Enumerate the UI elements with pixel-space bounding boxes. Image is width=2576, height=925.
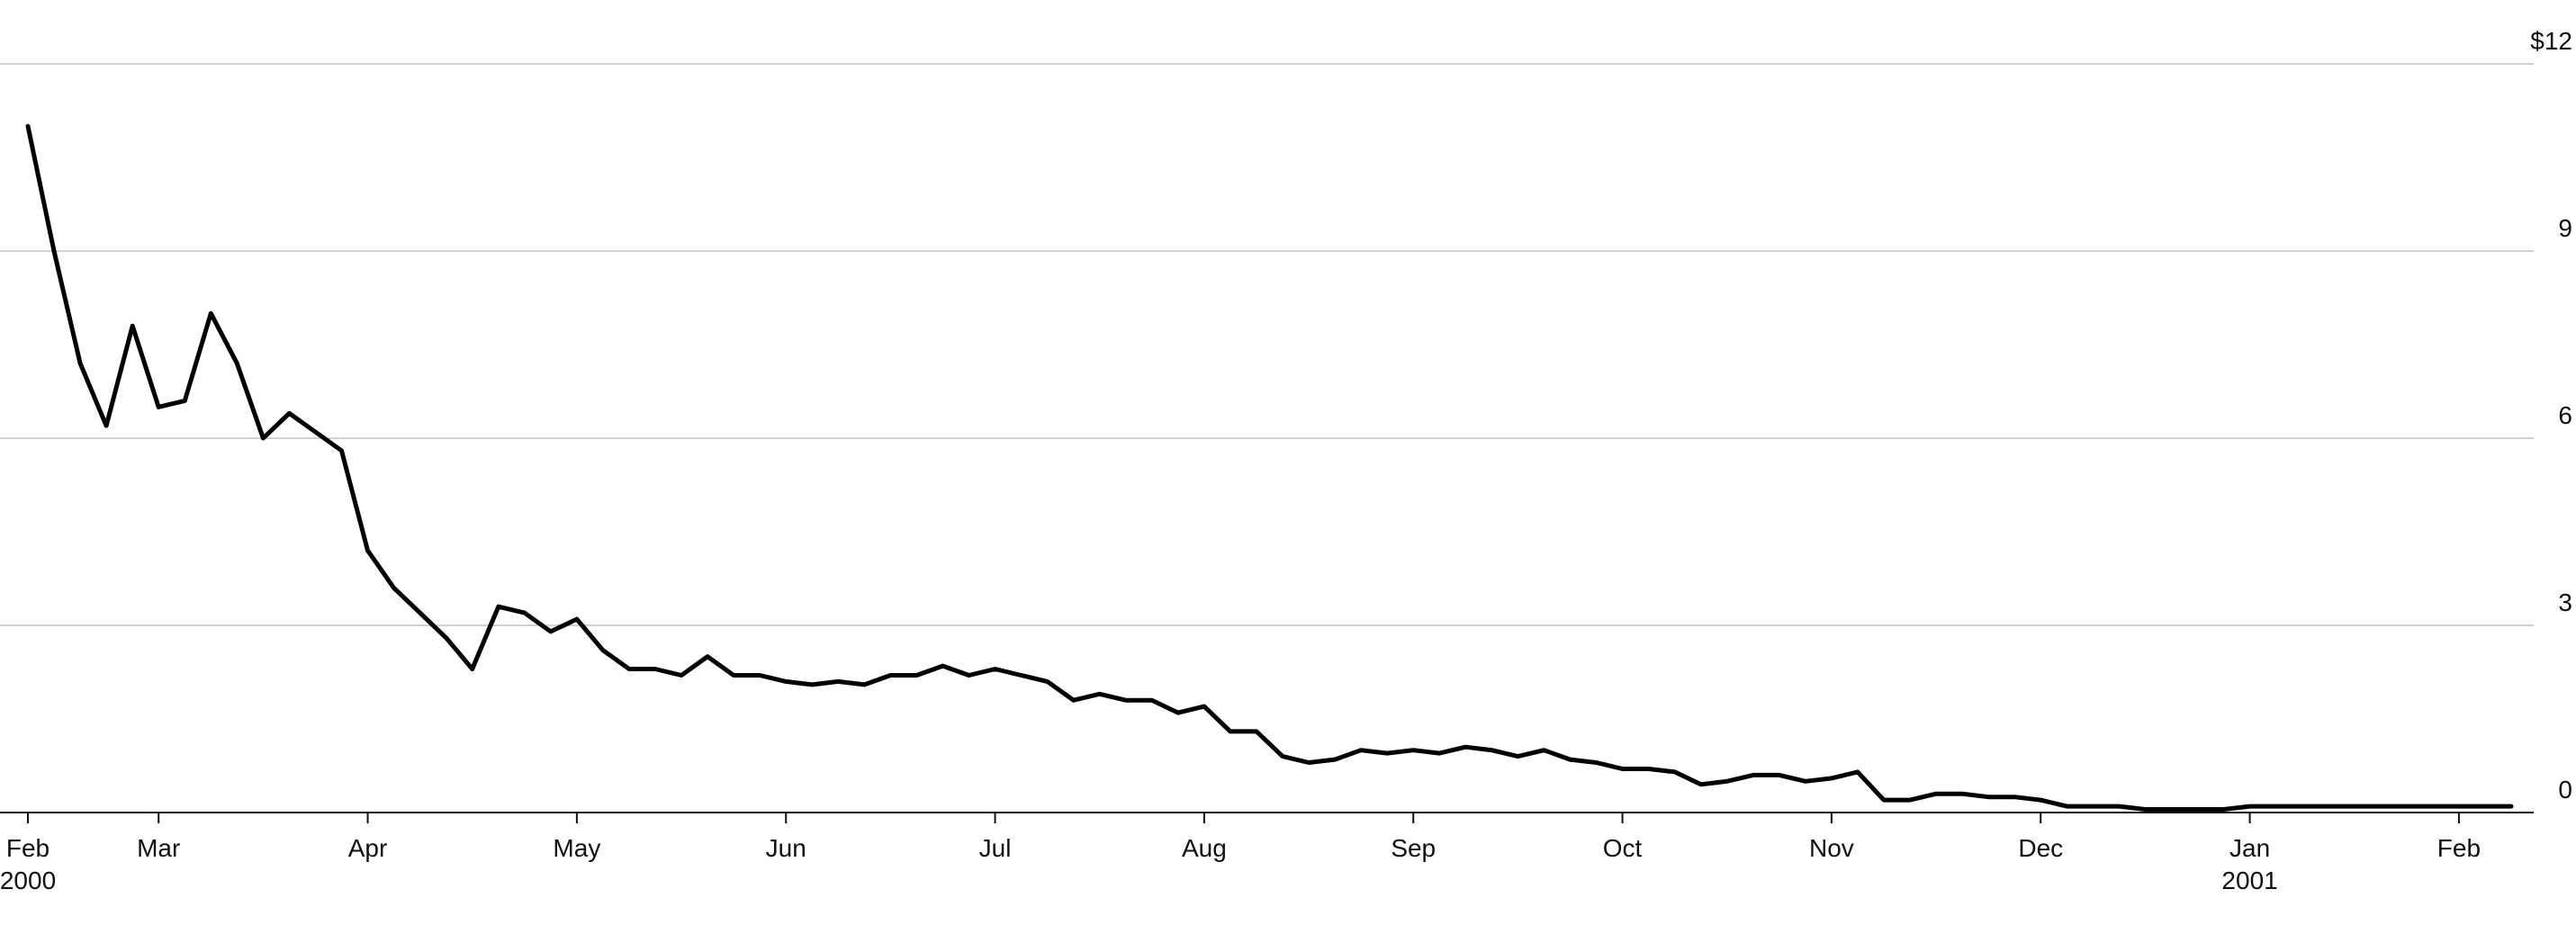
x-tick-label: Jun <box>766 834 806 862</box>
y-tick-label: 6 <box>2558 401 2572 429</box>
x-tick-label: Feb <box>2437 834 2481 862</box>
x-year-label: 2001 <box>2221 867 2277 894</box>
x-tick-label: Apr <box>348 834 388 862</box>
x-tick-label: Oct <box>1603 834 1643 862</box>
x-tick-label: Aug <box>1182 834 1227 862</box>
x-tick-label: Dec <box>2018 834 2063 862</box>
y-tick-label: $12 <box>2530 27 2572 55</box>
x-tick-label: Nov <box>1809 834 1854 862</box>
y-tick-label: 0 <box>2558 776 2572 804</box>
x-tick-label: May <box>553 834 600 862</box>
x-year-label: 2000 <box>0 867 56 894</box>
x-tick-label: Sep <box>1391 834 1436 862</box>
x-tick-label: Feb <box>6 834 50 862</box>
x-tick-label: Mar <box>137 834 180 862</box>
price-line <box>25 123 2514 812</box>
y-tick-label: 9 <box>2558 214 2572 242</box>
x-tick-label: Jul <box>979 834 1012 862</box>
x-tick-label: Jan <box>2229 834 2270 862</box>
y-tick-label: 3 <box>2558 588 2572 616</box>
